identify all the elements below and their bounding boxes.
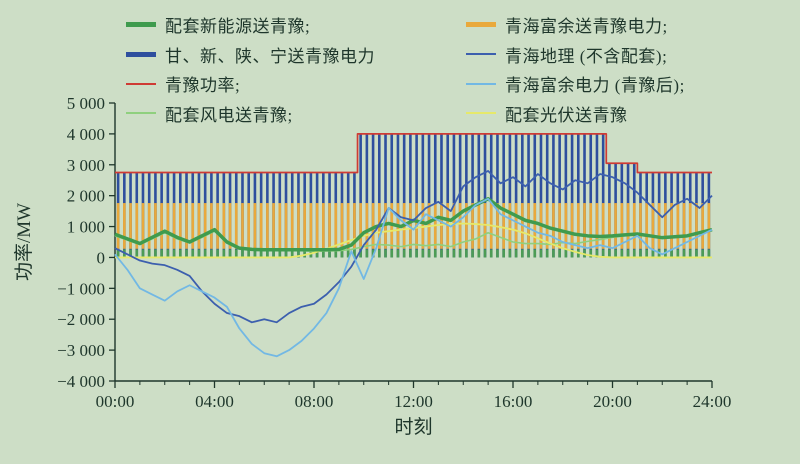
legend-item: 配套新能源送青豫; [126,14,375,36]
legend-item: 青海地理 (不含配套); [466,44,685,66]
legend-item: 配套风电送青豫; [126,103,375,125]
legend-swatch-lightblue-line [466,82,496,85]
legend-item: 甘、新、陕、宁送青豫电力 [126,44,375,66]
svg-text:16:00: 16:00 [494,392,533,411]
chart-legend-left: 配套新能源送青豫; 甘、新、陕、宁送青豫电力 青豫功率; 配套风电送青豫; [126,14,375,132]
svg-text:4 000: 4 000 [67,125,105,144]
legend-swatch-green-thick-line [126,22,156,27]
svg-text:−2 000: −2 000 [57,310,105,329]
legend-swatch-yellow-line [466,112,496,114]
chart-legend-right: 青海富余送青豫电力; 青海地理 (不含配套); 青海富余电力 (青豫后); 配套… [466,14,685,132]
legend-item: 青海富余送青豫电力; [466,14,685,36]
svg-text:04:00: 04:00 [195,392,234,411]
legend-label: 配套风电送青豫; [165,105,293,125]
legend-item: 青海富余电力 (青豫后); [466,73,685,95]
legend-label: 青海富余电力 (青豫后); [505,76,685,95]
legend-label: 青豫功率; [165,76,241,95]
legend-label: 青海富余送青豫电力; [505,17,668,36]
svg-text:5 000: 5 000 [67,94,105,113]
svg-text:2 000: 2 000 [67,187,105,206]
svg-text:3 000: 3 000 [67,156,105,175]
svg-text:08:00: 08:00 [295,392,334,411]
svg-text:24:00: 24:00 [693,392,732,411]
legend-swatch-orange-thick-line [466,22,496,27]
svg-text:0: 0 [97,248,106,267]
legend-label: 甘、新、陕、宁送青豫电力 [165,46,375,66]
svg-text:20:00: 20:00 [593,392,632,411]
legend-label: 配套光伏送青豫 [505,105,628,125]
legend-swatch-red-line [126,82,156,85]
y-axis-label: 功率/MW [13,203,35,281]
legend-item: 配套光伏送青豫 [466,103,685,125]
svg-text:1 000: 1 000 [67,218,105,237]
svg-text:00:00: 00:00 [96,392,135,411]
legend-swatch-lightgreen-line [126,112,156,114]
legend-label: 青海地理 (不含配套); [505,46,668,66]
svg-text:−3 000: −3 000 [57,341,105,360]
x-axis-label: 时刻 [394,416,432,438]
svg-text:−4 000: −4 000 [57,372,105,391]
legend-swatch-blue-thick-line [126,51,156,57]
svg-text:12:00: 12:00 [394,392,433,411]
legend-swatch-darkblue-line [466,53,496,55]
legend-item: 青豫功率; [126,73,375,95]
legend-label: 配套新能源送青豫; [165,17,311,36]
svg-text:−1 000: −1 000 [57,279,105,298]
